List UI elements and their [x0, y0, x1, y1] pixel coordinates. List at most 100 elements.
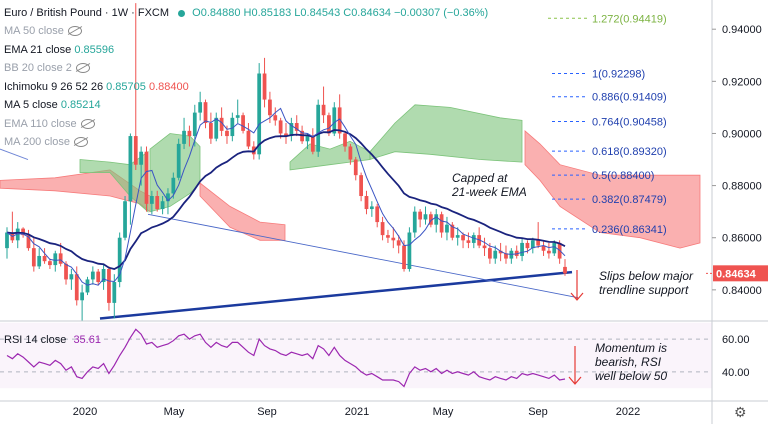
symbol-header[interactable]: Euro / British Pound · 1W · FXCM O0.8488… — [4, 6, 488, 20]
down-arrow-icon — [570, 292, 584, 301]
fib-level-label: 0.382(0.87479) — [592, 194, 667, 206]
price-tick-label: 0.86000 — [722, 233, 762, 245]
candle-body — [482, 245, 487, 249]
candle-body — [31, 248, 36, 267]
indicator-name: Ichimoku 9 26 52 26 — [4, 80, 104, 93]
annotations: Capped at 21-week EMA Slips below major … — [451, 171, 694, 385]
indicator-row[interactable]: EMA 21 close 0.85596 — [4, 43, 114, 57]
candle-body — [284, 133, 288, 137]
hidden-eye-icon[interactable] — [74, 137, 89, 148]
last-price-tag — [713, 265, 768, 282]
candle-body — [439, 214, 444, 233]
indicator-value: 0.85214 — [57, 99, 101, 111]
ema-21-line — [6, 129, 566, 270]
indicator-value: 0.85705 — [103, 80, 146, 93]
candle-body — [343, 133, 347, 147]
candle-body — [552, 242, 557, 254]
candle-body — [187, 130, 192, 137]
fib-level-label: 0.886(0.91409) — [592, 92, 667, 104]
moving-averages — [6, 107, 566, 286]
trendlines — [0, 148, 579, 320]
candle-body — [520, 242, 524, 256]
candle-body — [428, 214, 433, 225]
candle-body — [15, 228, 20, 241]
candle-body — [182, 130, 186, 144]
candle-body — [380, 222, 385, 236]
indicator-row[interactable]: BB 20 close 2 — [4, 61, 90, 75]
ohlc-values: O0.84880 H0.85183 L0.84543 C0.84634 −0.0… — [192, 7, 489, 19]
candle-body — [85, 279, 90, 293]
time-tick-label: 2021 — [345, 406, 369, 418]
rsi-band — [0, 322, 712, 389]
momentum-annotation-line2: bearish, RSI — [595, 355, 662, 369]
symbol-title[interactable]: Euro / British Pound · 1W · FXCM — [4, 7, 170, 19]
candle-body — [198, 102, 203, 113]
candle-body — [171, 177, 176, 194]
candle-body — [219, 117, 224, 131]
candle-body — [488, 248, 492, 259]
hidden-eye-icon[interactable] — [67, 26, 82, 37]
candle-body — [391, 237, 396, 241]
fib-level-label: 0.5(0.88400) — [592, 170, 654, 182]
time-tick-label: May — [164, 406, 185, 418]
rsi-legend[interactable]: RSI 14 close 35.61 — [4, 333, 101, 347]
candle-body — [144, 151, 149, 204]
indicator-value-2: 0.88400 — [145, 80, 189, 93]
candle-body — [42, 255, 47, 262]
time-tick-label: Sep — [528, 406, 548, 418]
candle-body — [133, 136, 138, 165]
time-tick-label: Sep — [257, 406, 277, 418]
candle-body — [418, 211, 423, 220]
candle-body — [471, 235, 476, 243]
indicator-row[interactable]: MA 5 close 0.85214 — [4, 98, 101, 112]
candle-body — [262, 73, 267, 100]
indicator-name: MA 200 close — [4, 136, 71, 148]
candle-body — [58, 253, 63, 264]
candle-body — [48, 261, 52, 266]
fibonacci-levels: 1.272(0.94419) 1(0.92298) 0.886(0.91409) 0.… — [548, 13, 667, 236]
candle-body — [541, 245, 546, 251]
candle-body — [117, 237, 122, 283]
indicator-row[interactable]: EMA 110 close — [4, 117, 95, 131]
price-tick-label: 0.88000 — [722, 181, 762, 193]
indicator-row[interactable]: MA 50 close — [4, 24, 82, 38]
candle-body — [74, 274, 79, 301]
indicator-value: 0.85596 — [71, 43, 115, 56]
time-tick-label: 2022 — [616, 406, 640, 418]
rsi-pane — [0, 322, 712, 389]
candle-body — [69, 274, 74, 280]
candle-body — [407, 232, 412, 269]
indicator-row[interactable]: Ichimoku 9 26 52 26 0.85705 0.88400 — [4, 80, 189, 94]
candle-body — [235, 115, 240, 118]
settings-gear-icon[interactable]: ⚙ — [734, 404, 747, 420]
candle-body — [209, 123, 213, 139]
slip-annotation-line1: Slips below major — [599, 269, 694, 283]
indicator-name: MA 50 close — [4, 25, 64, 37]
indicator-row[interactable]: MA 200 close — [4, 135, 89, 149]
momentum-annotation-line3: well below 50 — [595, 369, 667, 383]
candle-body — [369, 206, 374, 210]
indicator-name: EMA 110 close — [4, 117, 77, 130]
cloud-segment — [524, 130, 701, 249]
candle-body — [386, 235, 390, 238]
candle-body — [64, 263, 68, 280]
candle-body — [310, 136, 315, 152]
candle-body — [166, 193, 170, 202]
major-trendline — [99, 270, 573, 320]
candle-body — [26, 235, 31, 249]
candle-body — [412, 211, 417, 233]
candle-body — [305, 136, 310, 142]
candle-body — [327, 115, 331, 134]
candle-body — [348, 146, 353, 160]
hidden-eye-icon[interactable] — [75, 63, 90, 74]
candlesticks[interactable] — [5, 3, 567, 322]
price-tick-label: 0.90000 — [722, 128, 762, 140]
fib-level-label: 1(0.92298) — [592, 69, 645, 81]
candle-body — [504, 253, 508, 259]
hidden-eye-icon[interactable] — [80, 118, 95, 129]
candle-body — [176, 143, 181, 178]
market-status-icon — [178, 9, 186, 17]
candle-body — [139, 151, 144, 165]
